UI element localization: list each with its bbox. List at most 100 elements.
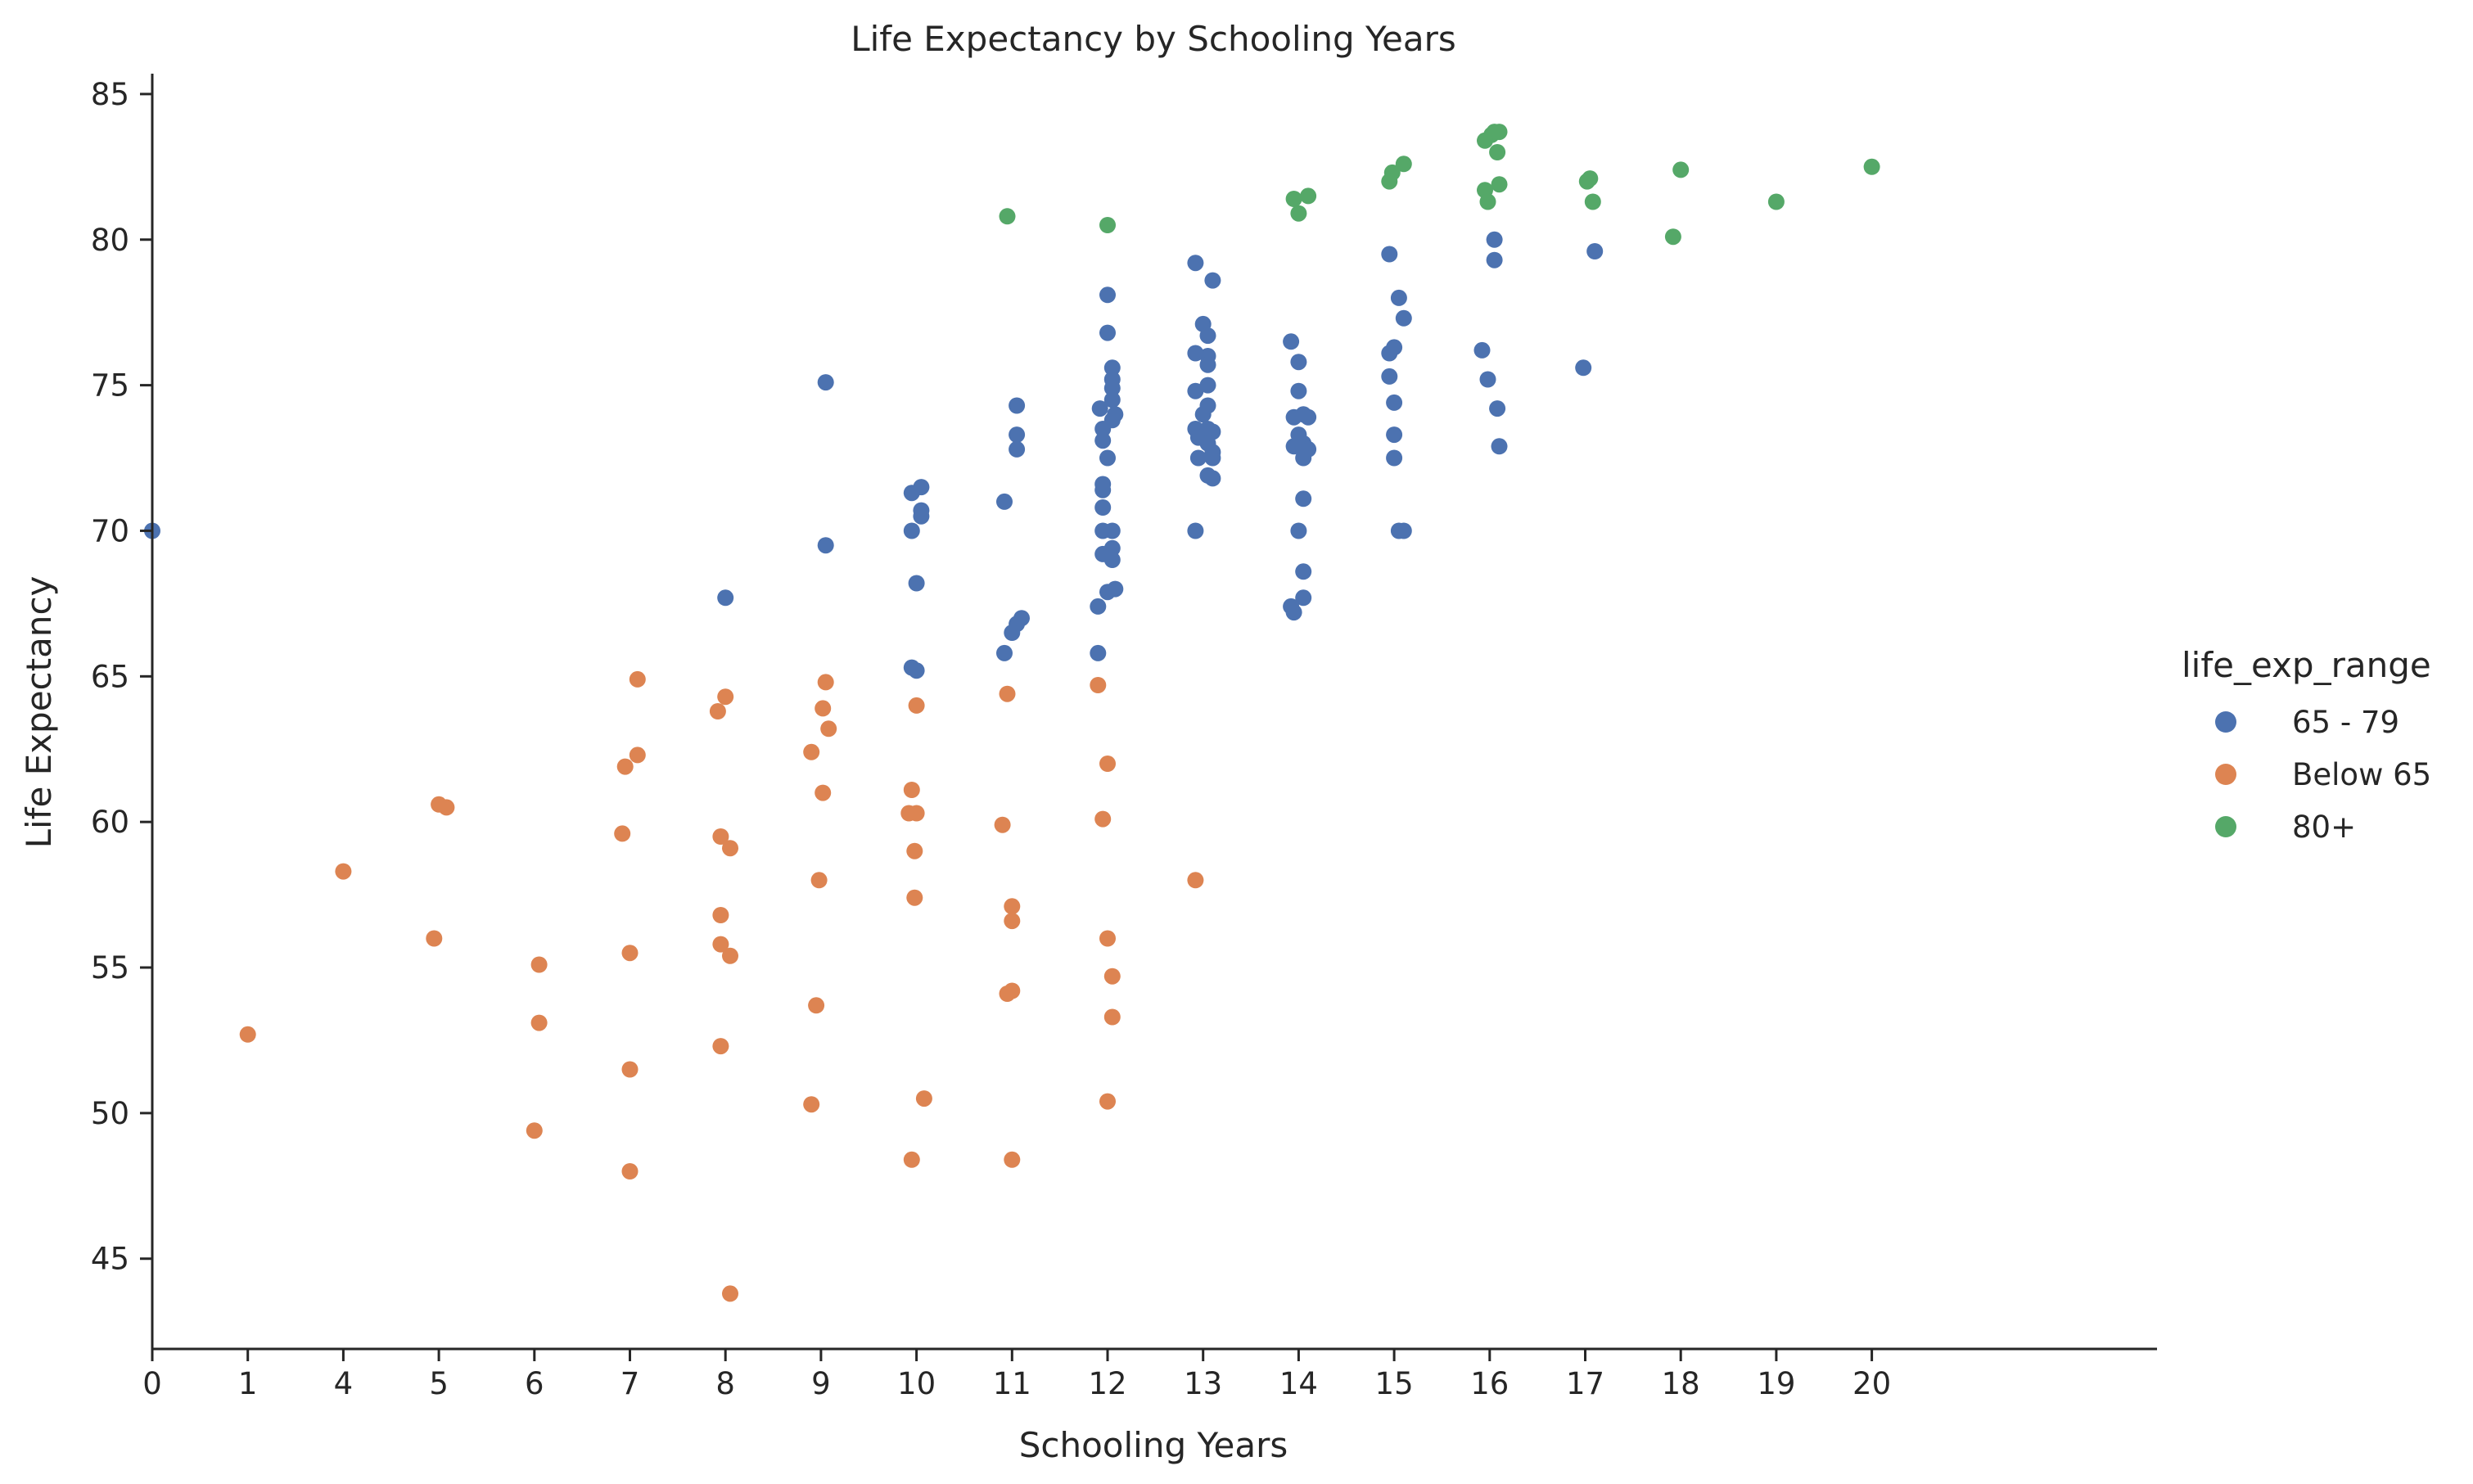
data-point xyxy=(913,479,930,496)
data-point xyxy=(1489,144,1506,160)
x-tick-label: 8 xyxy=(715,1366,735,1401)
y-tick-label: 80 xyxy=(91,223,129,258)
data-point xyxy=(1386,449,1403,467)
data-point xyxy=(1381,173,1398,190)
data-point xyxy=(1103,522,1121,539)
data-point xyxy=(817,674,834,691)
data-point xyxy=(1094,810,1112,828)
data-point xyxy=(1395,522,1412,539)
data-point xyxy=(526,1122,543,1139)
legend-title: life_exp_range xyxy=(2182,645,2431,685)
data-point xyxy=(1094,432,1112,449)
y-axis-ticks: 45 50 55 60 65 70 75 80 85 xyxy=(91,77,152,1277)
plot-area: 0 1 4 5 6 7 8 9 10 11 12 13 14 15 16 17 18 19 20 455055606… xyxy=(91,74,2157,1401)
data-point xyxy=(1381,345,1398,362)
data-point xyxy=(1386,426,1403,444)
x-axis-ticks: 0 1 4 5 6 7 8 9 10 11 12 13 14 15 16 17 18 19 20 xyxy=(142,1349,1891,1401)
x-tick-label: 18 xyxy=(1662,1366,1700,1401)
data-point xyxy=(1099,324,1116,341)
data-point xyxy=(1099,286,1116,304)
data-point xyxy=(1395,156,1412,173)
data-point xyxy=(1187,522,1204,539)
data-point xyxy=(1863,158,1880,175)
data-point xyxy=(1103,1008,1121,1026)
data-point xyxy=(1103,552,1121,568)
data-point xyxy=(1187,345,1204,362)
data-point xyxy=(712,1038,729,1055)
data-point xyxy=(1189,449,1207,467)
x-tick-label: 0 xyxy=(142,1366,162,1401)
data-point xyxy=(1103,391,1121,408)
data-point xyxy=(712,828,729,845)
data-point xyxy=(1004,1151,1021,1168)
x-tick-label: 1 xyxy=(238,1366,258,1401)
data-point xyxy=(1009,426,1026,444)
data-point xyxy=(1479,371,1496,388)
y-tick-label: 60 xyxy=(91,805,129,840)
data-point xyxy=(1381,246,1398,263)
y-tick-label: 75 xyxy=(91,368,129,404)
x-axis-label: Schooling Years xyxy=(1019,1425,1288,1465)
data-point xyxy=(817,537,834,554)
data-point xyxy=(1099,930,1116,947)
data-point xyxy=(913,507,930,525)
data-point xyxy=(1386,394,1403,411)
series-1 xyxy=(239,670,1204,1302)
data-point xyxy=(629,670,646,688)
data-point xyxy=(712,936,729,953)
data-point xyxy=(1199,327,1216,345)
data-point xyxy=(1491,438,1508,455)
data-point xyxy=(722,1285,738,1302)
chart-title: Life Expectancy by Schooling Years xyxy=(851,19,1456,59)
data-point xyxy=(709,703,726,719)
legend-label: 65 - 79 xyxy=(2292,705,2399,740)
data-point xyxy=(906,842,923,859)
data-point xyxy=(1199,356,1216,373)
series-0 xyxy=(144,231,1604,679)
data-point xyxy=(1290,382,1307,399)
data-point xyxy=(1103,380,1121,397)
data-point xyxy=(1285,604,1302,621)
data-point xyxy=(712,907,729,923)
data-point xyxy=(1204,449,1221,467)
data-point xyxy=(1187,382,1204,399)
legend-label: Below 65 xyxy=(2292,757,2431,792)
x-tick-label: 6 xyxy=(525,1366,544,1401)
series-2 xyxy=(999,124,1880,246)
data-point xyxy=(810,872,828,889)
data-point xyxy=(1395,309,1412,327)
x-tick-label: 15 xyxy=(1375,1366,1414,1401)
data-point xyxy=(1295,589,1312,607)
x-tick-label: 19 xyxy=(1757,1366,1795,1401)
data-point xyxy=(629,747,646,764)
data-point xyxy=(1004,625,1021,641)
data-point xyxy=(1477,132,1493,149)
x-tick-label: 5 xyxy=(429,1366,449,1401)
data-point xyxy=(996,644,1013,661)
data-point xyxy=(1584,193,1601,210)
data-point xyxy=(239,1026,256,1043)
data-point xyxy=(1390,289,1407,306)
data-point xyxy=(908,575,925,592)
data-point xyxy=(1099,584,1116,601)
data-point xyxy=(1099,449,1116,467)
data-point xyxy=(1103,359,1121,377)
data-point xyxy=(1290,354,1307,371)
x-tick-label: 9 xyxy=(811,1366,831,1401)
x-tick-label: 10 xyxy=(897,1366,936,1401)
data-point xyxy=(1187,255,1204,272)
data-point xyxy=(996,493,1013,510)
data-point xyxy=(1300,187,1317,205)
y-tick-label: 85 xyxy=(91,77,129,112)
y-tick-label: 65 xyxy=(91,659,129,694)
data-point xyxy=(903,1151,920,1168)
data-point xyxy=(1479,193,1496,210)
data-point xyxy=(1300,408,1317,426)
data-point xyxy=(1204,470,1221,487)
data-point xyxy=(426,930,443,947)
data-point xyxy=(1578,173,1595,190)
y-tick-label: 55 xyxy=(91,950,129,986)
data-point xyxy=(1090,677,1107,693)
data-point xyxy=(815,784,832,801)
data-point xyxy=(616,758,634,775)
